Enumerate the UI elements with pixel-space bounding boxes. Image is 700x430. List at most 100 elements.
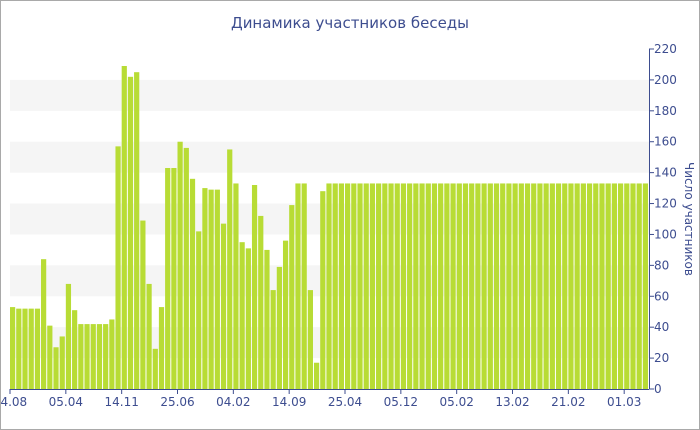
bar [47,325,53,389]
bar [425,183,431,389]
x-tick-label: 13.02 [495,395,529,409]
bar [605,183,611,389]
bar [295,183,301,389]
bar [431,183,438,389]
bar [158,307,165,389]
bar [586,183,593,389]
grid-band [10,79,649,111]
y-tick-label: 0 [654,382,662,396]
bar [376,183,382,389]
bar [183,147,189,389]
bar [220,223,227,389]
bar [332,183,338,389]
bar [382,183,388,389]
bar [239,242,245,389]
bar [313,362,320,389]
bar [28,308,34,389]
bar [562,183,568,389]
bar [369,183,376,389]
y-axis-title: Число участников [682,162,696,276]
bar [462,183,469,389]
y-tick-label: 20 [654,351,669,365]
y-tick-label: 220 [654,42,677,56]
x-tick-label: 05.02 [439,395,473,409]
bar [109,319,115,389]
bar [22,308,28,389]
bar [481,183,487,389]
bar [338,183,345,389]
bar [469,183,475,389]
bar [500,183,506,389]
bar [642,183,648,389]
bar [345,183,351,389]
y-tick-label: 80 [654,258,669,272]
bar [419,183,425,389]
x-tick-label: 05.04 [49,395,83,409]
bar [307,290,313,389]
x-tick-label: 01.03 [607,395,641,409]
y-tick-label: 200 [654,73,677,87]
bar [208,189,214,389]
bar [611,183,617,389]
bar [617,183,624,389]
bar [289,205,295,389]
bar [72,310,78,389]
bar [90,324,96,389]
bar [407,183,413,389]
bar [512,183,518,389]
bar [34,308,41,389]
bar [16,308,22,389]
bar [599,183,605,389]
bar [580,183,586,389]
bar [214,189,220,389]
bar [555,183,562,389]
bar [351,183,357,389]
bar [140,220,146,389]
x-tick-label: 25.06 [160,395,194,409]
bar [134,72,140,389]
chart-title: Динамика участников беседы [230,14,470,32]
y-tick-label: 180 [654,104,677,118]
bar [531,183,537,389]
y-tick-label: 60 [654,289,669,303]
y-tick-label: 40 [654,320,669,334]
y-tick-label: 100 [654,227,677,241]
bar [115,146,121,389]
bar [506,183,512,389]
bar [438,183,444,389]
bar [264,249,270,389]
bar [524,183,531,389]
bar [53,347,59,389]
bar [537,183,543,389]
bar [245,248,251,389]
bar [301,183,307,389]
bar [493,183,500,389]
bar [171,168,177,389]
bar [146,283,152,389]
bar [84,324,90,389]
bar [549,183,555,389]
bar [394,183,400,389]
grid-band [10,141,649,173]
bar [320,191,326,389]
x-tick-label: 14.09 [272,395,306,409]
bar [59,336,65,389]
x-tick-label: 04.02 [216,395,250,409]
bar [196,231,202,389]
x-tick-label: 05.12 [384,395,418,409]
bar [543,183,549,389]
bar [357,183,363,389]
bar [233,183,239,389]
bar [450,183,456,389]
bar [127,76,134,390]
bar [41,259,47,389]
bar [227,149,233,389]
bar [152,348,158,389]
bar [121,66,127,389]
bar [456,183,462,389]
bar [326,183,332,389]
bar [189,178,196,389]
bar [177,141,183,389]
y-tick-label: 120 [654,197,677,211]
